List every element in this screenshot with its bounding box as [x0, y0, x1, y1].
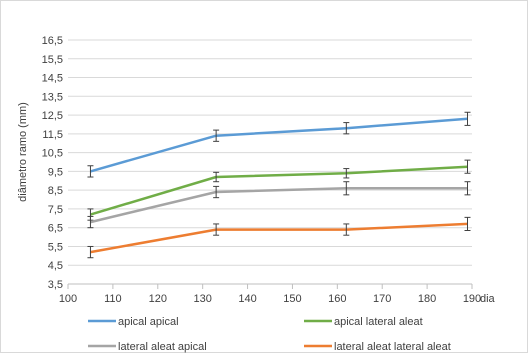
y-tick-label: 10,5	[42, 148, 63, 160]
x-tick-label: 160	[328, 293, 346, 305]
x-tick-label: 100	[59, 293, 77, 305]
legend-label: apical lateral aleat	[334, 316, 423, 328]
x-tick-label: 140	[238, 293, 256, 305]
x-tick-label: 150	[283, 293, 301, 305]
y-axis-label: diâmetro ramo (mm)	[17, 102, 29, 202]
x-axis-label: dia	[480, 293, 496, 305]
y-tick-label: 16,5	[42, 35, 63, 47]
y-tick-label: 4,5	[48, 260, 63, 272]
series-line	[90, 165, 468, 216]
y-tick-label: 15,5	[42, 54, 63, 66]
series-layer	[87, 111, 471, 259]
x-tick-label: 130	[193, 293, 211, 305]
gridlines	[68, 39, 472, 266]
x-tick-label: 180	[418, 293, 436, 305]
legend-label: lateral aleat apical	[118, 341, 207, 353]
x-tick-label: 170	[373, 293, 391, 305]
y-tick-label: 9,5	[48, 166, 63, 178]
y-tick-label: 5,5	[48, 241, 63, 253]
legend-label: lateral aleat lateral aleat	[334, 341, 451, 353]
y-tick-label: 3,5	[48, 279, 63, 291]
x-tick-label: 190	[463, 293, 481, 305]
legend-label: apical apical	[118, 316, 179, 328]
y-tick-label: 12,5	[42, 110, 63, 122]
x-tick-label: 110	[104, 293, 122, 305]
y-tick-label: 13,5	[42, 91, 63, 103]
y-tick-label: 8,5	[48, 185, 63, 197]
legend: apical apical apical lateral aleat lateral…	[88, 316, 451, 353]
series-line	[90, 222, 468, 254]
series-line	[90, 117, 468, 173]
x-tick-label: 120	[149, 293, 167, 305]
y-tick-label: 14,5	[42, 73, 63, 85]
y-tick-label: 7,5	[48, 204, 63, 216]
y-tick-label: 6,5	[48, 223, 63, 235]
y-tick-label: 11,5	[42, 129, 63, 141]
series-line	[90, 187, 468, 224]
axes: 3,5 4,5 5,5 6,5 7,5 8,5 9,5 10,5 11,5 12,5 13,5 14,…	[42, 35, 482, 305]
